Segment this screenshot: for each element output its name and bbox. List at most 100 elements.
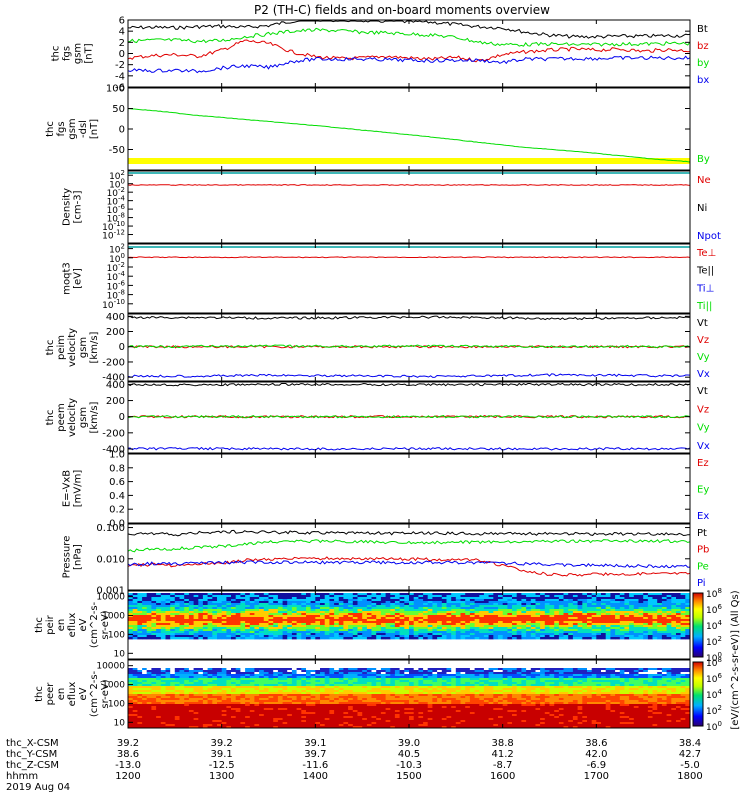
ylabel-line: sr-eV) [100,679,111,708]
y-tick-label: 50 [112,104,125,115]
ylabel-line: [km/s] [89,401,100,433]
xaxis-value: 38.6 [117,749,139,760]
ylabel-line: velocity [67,328,78,367]
colorbar-tick-label: 102 [706,704,722,717]
ylabel-density: Density[cm-3] [62,188,84,226]
ylabel-line: eV [78,687,89,700]
xaxis-value: 39.1 [304,738,326,749]
ylabel-line: gsm [67,118,78,139]
y-tick-label: 0 [119,49,125,60]
xaxis-date: 2019 Aug 04 [6,782,70,793]
yellow-band [128,158,690,164]
xaxis-row-label: thc_Y-CSM [6,749,57,760]
xaxis-value: 38.6 [585,738,607,749]
ylabel-line: thc [45,340,56,356]
colorbar-tick-label: 108 [706,587,722,600]
ylabel-line: gsm [73,43,84,64]
ylabel-line: peir [45,614,56,634]
series-pt [128,530,690,535]
xaxis-value: -5.0 [680,760,700,771]
legend-pb: Pb [697,545,709,556]
xaxis-value: 39.0 [398,738,420,749]
xaxis-value: 1400 [303,771,328,782]
xaxis-value: -8.7 [493,760,513,771]
ylabel-line: [nT] [89,119,100,139]
panel-frame [128,524,690,590]
xaxis-value: 41.2 [492,749,514,760]
ylabel-line: (cm^2-s- [89,670,100,717]
ylabel-line: fgs [62,46,73,61]
ylabel-e_field: E=-VxB[mV/m] [62,470,84,508]
ylabel-line: thc [51,46,62,62]
ylabel-line: gsm [78,407,89,428]
legend-vz: Vz [697,335,709,346]
ylabel-line: [nT] [84,43,95,63]
series-pe [128,540,690,552]
y-tick-label: 10 [114,649,126,659]
xaxis-row-label: thc_Z-CSM [6,760,59,771]
ylabel-line: thc [34,617,45,633]
xaxis-value: 1500 [396,771,421,782]
y-tick-label: 0.6 [109,477,125,488]
ylabel-line: -dsl [78,120,89,138]
panel-frame [128,88,690,170]
y-tick-label: -2 [115,60,125,71]
series-vx [128,374,690,378]
legend-ti: Ti⊥ [696,283,714,294]
ylabel-line: gsm [78,337,89,358]
y-tick-label: 10 [114,718,126,728]
colorbar-tick-label: 100 [706,720,722,733]
series-by [128,109,690,162]
xaxis-value: 39.2 [211,738,233,749]
xaxis-value: -6.9 [587,760,607,771]
legend-ne: Ne [697,175,711,186]
xaxis-value: 1600 [490,771,515,782]
xaxis-value: -10.3 [396,760,422,771]
legend-ez: Ez [697,458,709,469]
ylabel-line: E=-VxB [62,470,73,507]
series-te [128,257,690,258]
ylabel-line: thc [34,686,45,702]
xaxis-value: 40.5 [398,749,420,760]
legend-te: Te⊥ [696,248,716,259]
legend-pt: Pt [697,528,707,539]
ylabel-line: [km/s] [89,331,100,363]
ylabel-line: fgs [56,121,67,136]
panel-frame [128,244,690,313]
ylabel-line: sr-eV) [100,610,111,639]
y-tick-label: 0.2 [109,505,125,516]
y-tick-label: 4 [119,27,125,38]
xaxis-value: 42.0 [585,749,607,760]
ylabel-line: [mV/m] [73,470,84,508]
panel-frame [128,171,690,243]
ylabel-line: Pressure [62,536,73,579]
y-tick-label: 0 [119,342,125,353]
spectrogram-peer [128,668,690,728]
legend-by: By [697,154,710,165]
ylabel-line: [nPa] [73,544,84,570]
y-tick-label: 1.0 [109,450,125,461]
spectrogram-peir [128,593,690,639]
ylabel-line: eflux [67,613,78,638]
y-tick-label: -200 [102,428,125,439]
legend-bt: Bt [697,24,708,35]
legend-vz: Vz [697,404,709,415]
xaxis-value: 38.8 [492,738,514,749]
panel-moqt3: 10210010-210-410-610-810-10moqt3[eV]Te⊥T… [62,243,717,313]
xaxis-value: -13.0 [115,760,141,771]
y-tick-label: 0.4 [109,491,125,502]
xaxis-value: 1300 [209,771,234,782]
xaxis-value: 42.7 [679,749,701,760]
colorbar-tick-label: 104 [706,688,722,701]
y-tick-label: 200 [106,396,125,407]
legend-vy: Vy [697,423,710,434]
